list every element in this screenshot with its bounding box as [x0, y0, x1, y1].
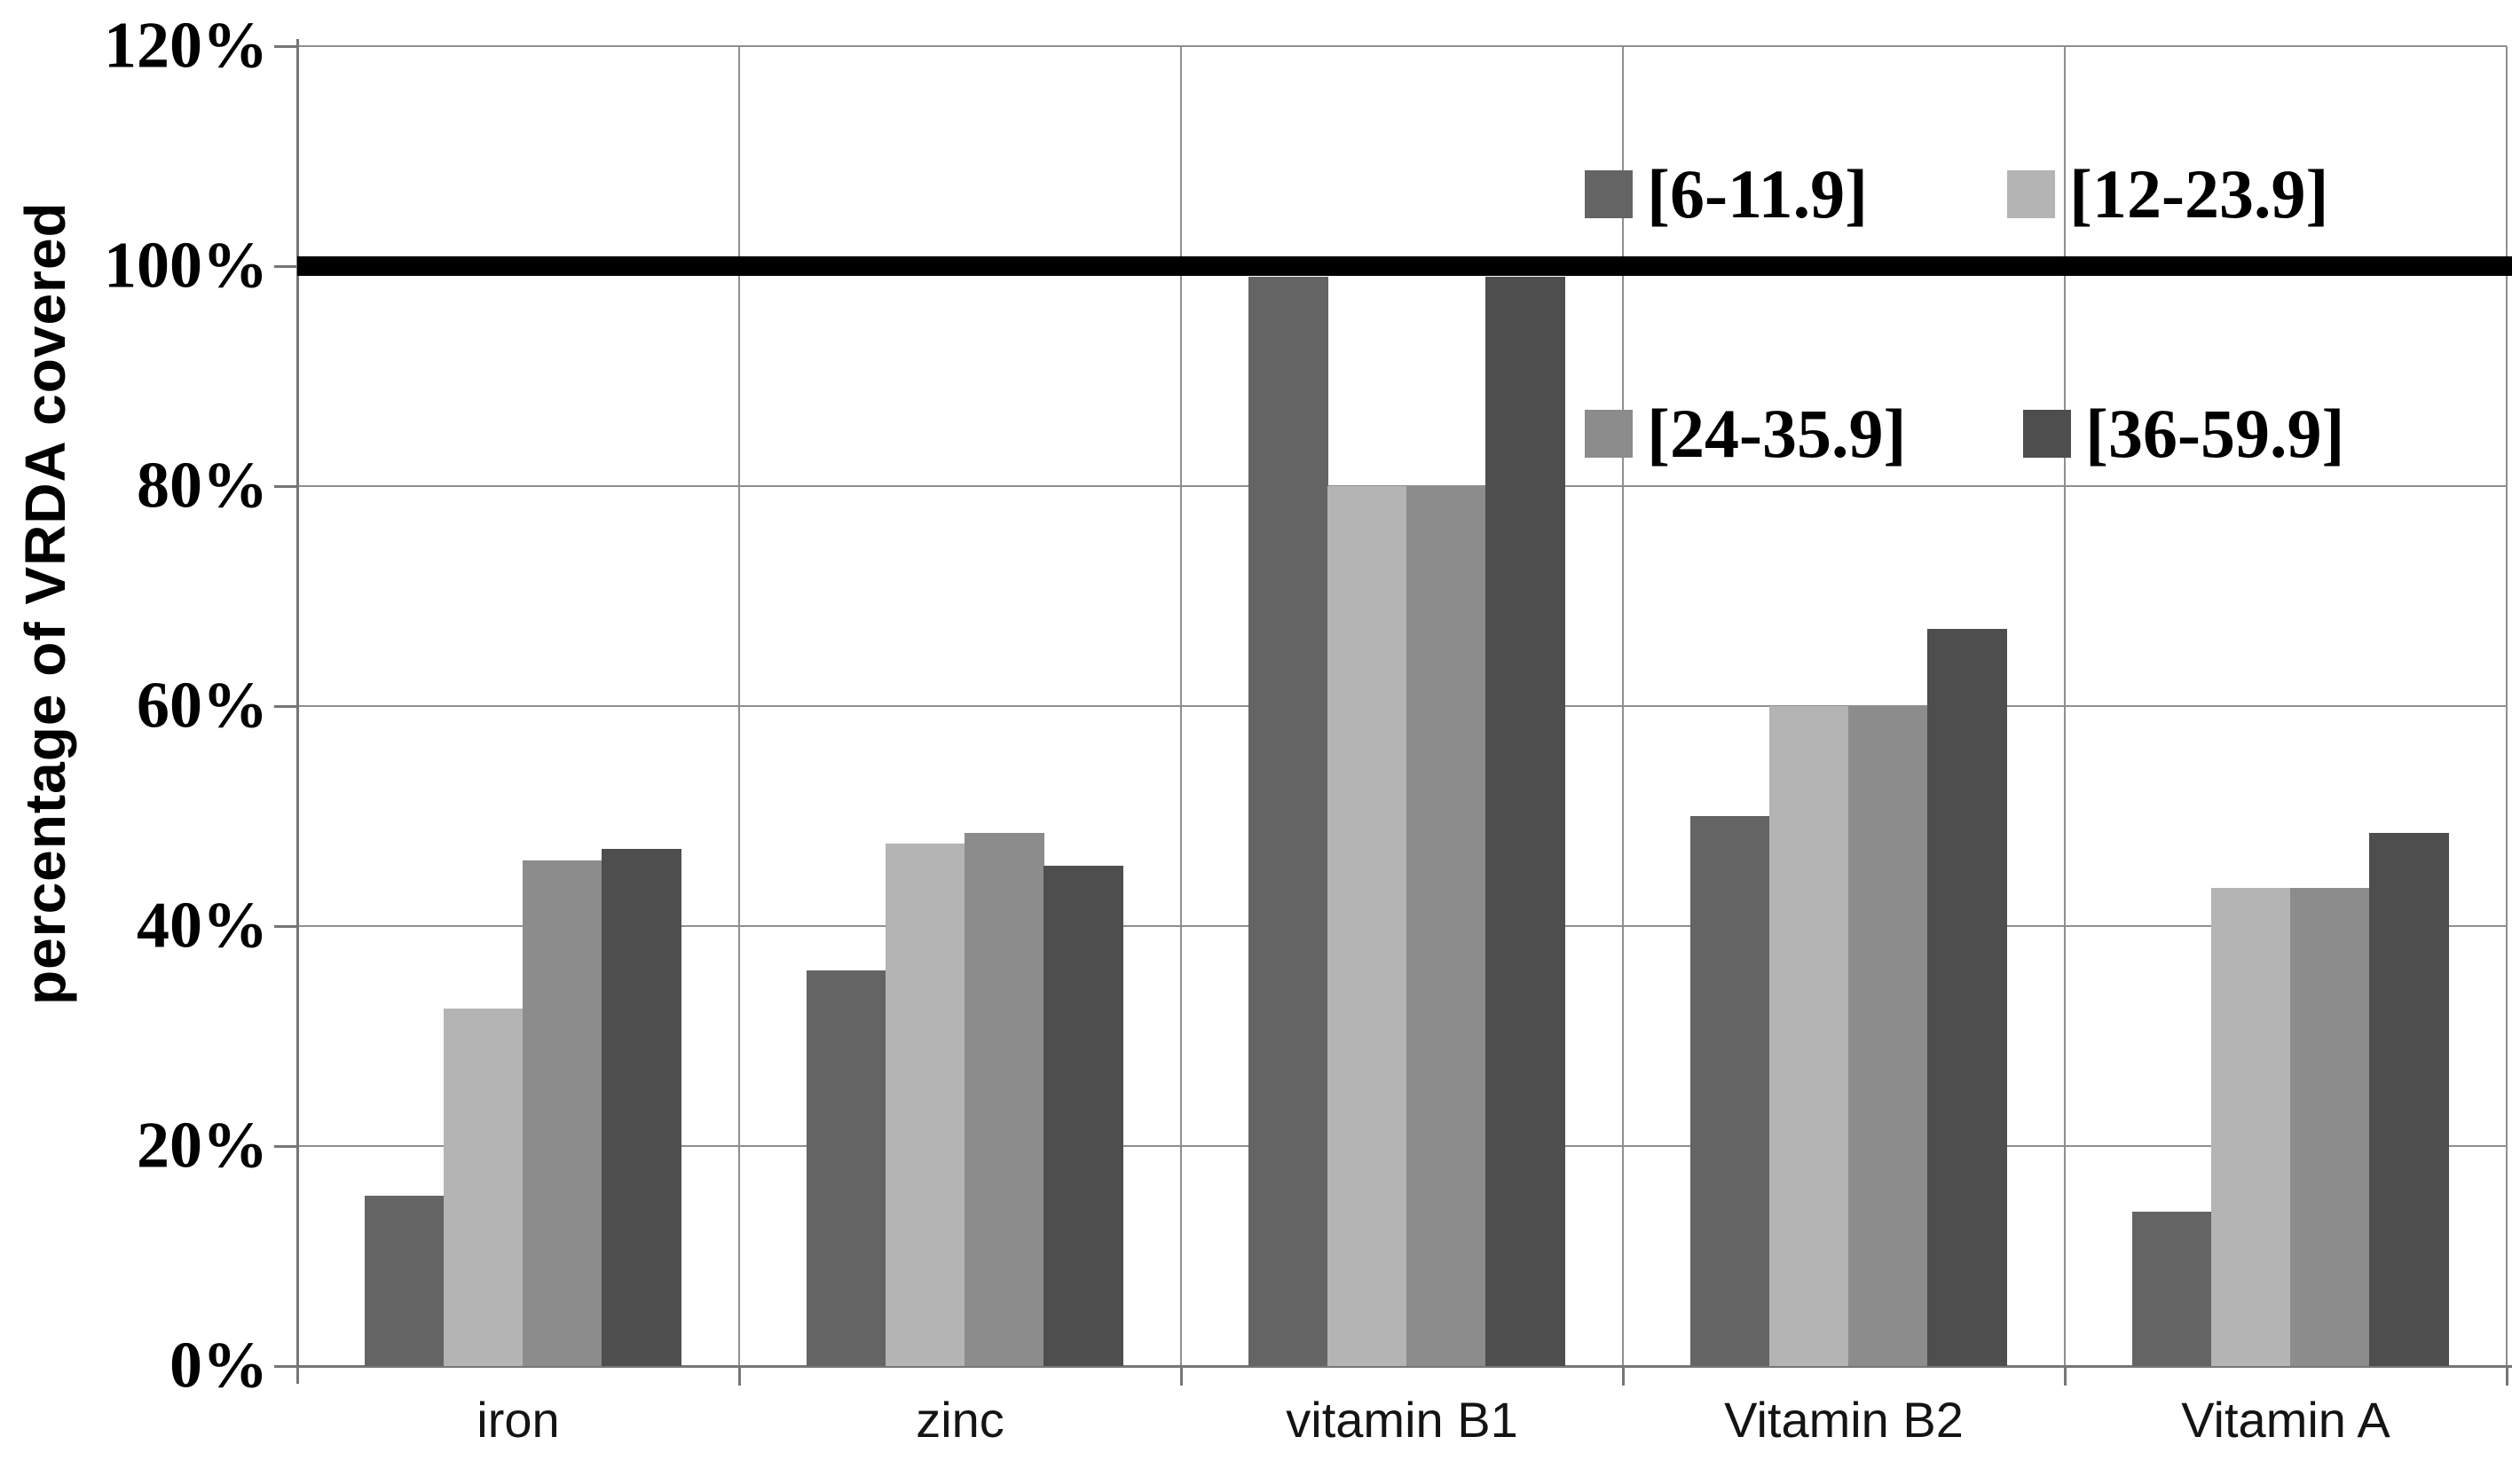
- x-tick-mark: [2064, 1366, 2067, 1386]
- y-tick-label: 80%: [137, 449, 268, 522]
- legend-swatch-icon: [1585, 170, 1633, 218]
- legend-item: [6-11.9]: [1585, 155, 1868, 232]
- y-tick-mark: [274, 485, 297, 488]
- y-tick-mark: [274, 925, 297, 928]
- y-tick-mark: [274, 45, 297, 48]
- bar: [1327, 486, 1407, 1366]
- x-axis-line: [297, 1365, 2512, 1368]
- x-tick-mark: [738, 1366, 741, 1386]
- category-separator: [1622, 46, 1624, 1366]
- bar: [1485, 277, 1565, 1366]
- legend-label: [6-11.9]: [1647, 155, 1869, 232]
- y-tick-label: 20%: [137, 1109, 268, 1182]
- bar: [365, 1196, 445, 1366]
- x-category-label: Vitamin A: [2181, 1392, 2390, 1448]
- legend-item: [24-35.9]: [1585, 395, 1906, 472]
- category-separator: [738, 46, 740, 1366]
- bar: [602, 849, 681, 1366]
- y-tick-label: 0%: [169, 1329, 268, 1402]
- y-tick-label: 100%: [104, 229, 268, 302]
- bar: [1248, 277, 1328, 1366]
- bar: [2290, 888, 2370, 1366]
- legend-label: [36-59.9]: [2085, 395, 2345, 472]
- gridline-120pct: [297, 45, 2507, 47]
- bar: [1406, 486, 1486, 1366]
- y-tick-mark: [274, 1365, 297, 1368]
- legend-label: [24-35.9]: [1647, 395, 1907, 472]
- x-category-label: vitamin B1: [1286, 1392, 1518, 1448]
- y-axis-line: [296, 39, 299, 1384]
- x-tick-mark: [1622, 1366, 1625, 1386]
- bar: [1043, 866, 1123, 1366]
- category-separator: [1180, 46, 1182, 1366]
- bar: [523, 860, 602, 1366]
- legend-label: [12-23.9]: [2069, 155, 2329, 232]
- bar: [886, 844, 965, 1366]
- reference-line-100pct: [297, 256, 2512, 276]
- category-separator: [2064, 46, 2066, 1366]
- bar: [1690, 816, 1770, 1366]
- y-tick-mark: [274, 1145, 297, 1148]
- y-tick-label: 60%: [137, 669, 268, 742]
- x-category-label: zinc: [916, 1392, 1004, 1448]
- x-category-label: iron: [476, 1392, 560, 1448]
- legend-item: [36-59.9]: [2023, 395, 2344, 472]
- bar: [1927, 629, 2007, 1366]
- y-tick-label: 40%: [137, 889, 268, 962]
- x-category-label: Vitamin B2: [1724, 1392, 1964, 1448]
- bar: [1848, 706, 1928, 1366]
- bar: [807, 970, 886, 1366]
- legend-item: [12-23.9]: [2007, 155, 2328, 232]
- y-tick-mark: [274, 265, 297, 268]
- bar: [965, 833, 1044, 1366]
- bar: [444, 1009, 524, 1366]
- x-tick-mark: [1180, 1366, 1183, 1386]
- x-tick-mark: [2506, 1366, 2508, 1386]
- legend-swatch-icon: [2007, 170, 2055, 218]
- y-tick-label: 120%: [104, 9, 268, 82]
- legend-swatch-icon: [1585, 410, 1633, 458]
- legend-swatch-icon: [2023, 410, 2071, 458]
- bar: [2369, 833, 2449, 1366]
- bar: [2132, 1212, 2212, 1366]
- y-tick-mark: [274, 705, 297, 708]
- category-separator: [2506, 46, 2508, 1366]
- bar: [1769, 706, 1849, 1366]
- bar: [2211, 888, 2291, 1366]
